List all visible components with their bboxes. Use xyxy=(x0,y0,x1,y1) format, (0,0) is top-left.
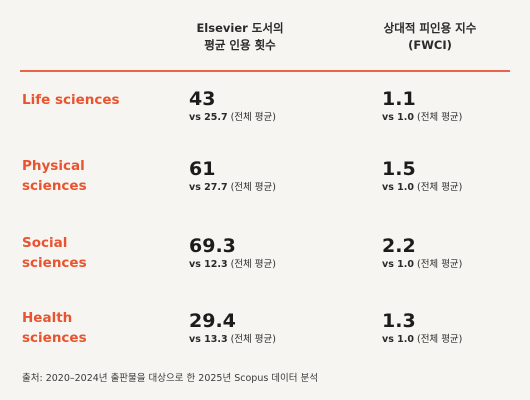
column-header-citations: Elsevier 도서의 평균 인용 횟수 xyxy=(175,20,305,54)
row-label-line1: Life sciences xyxy=(22,92,120,108)
average-note: (전체 평균) xyxy=(416,112,463,123)
fwci-cell: 1.5 vs 1.0 (전체 평균) xyxy=(382,158,462,194)
citations-value: 69.3 xyxy=(189,235,236,257)
source-note: 출처: 2020–2024년 출판물을 대상으로 한 2025년 Scopus … xyxy=(22,373,319,384)
citations-cell: 43 vs 25.7 (전체 평균) xyxy=(189,88,276,124)
average-note: (전체 평균) xyxy=(416,259,463,270)
column-header-citations-line1: Elsevier 도서의 xyxy=(196,21,284,35)
row-label: Health sciences xyxy=(22,308,142,348)
citations-average-value: vs 13.3 xyxy=(189,334,228,345)
row-label-line2: sciences xyxy=(22,178,87,194)
average-note: (전체 평균) xyxy=(416,334,463,345)
row-label-line1: Physical xyxy=(22,158,85,174)
row-label-line1: Health xyxy=(22,310,73,326)
average-note: (전체 평균) xyxy=(416,182,463,193)
citations-average-value: vs 25.7 xyxy=(189,112,228,123)
fwci-value: 1.5 xyxy=(382,158,416,180)
fwci-value: 1.3 xyxy=(382,310,416,332)
citations-value: 61 xyxy=(189,158,216,180)
fwci-average-value: vs 1.0 xyxy=(382,259,414,270)
fwci-average-value: vs 1.0 xyxy=(382,334,414,345)
column-header-citations-line2: 평균 인용 횟수 xyxy=(204,38,276,52)
citations-average: vs 12.3 (전체 평균) xyxy=(189,258,276,271)
column-header-fwci-line1: 상대적 피인용 지수 xyxy=(383,21,477,35)
average-note: (전체 평균) xyxy=(230,182,276,193)
row-label: Life sciences xyxy=(22,90,142,110)
citations-average-value: vs 12.3 xyxy=(189,259,228,270)
column-header-fwci-line2: (FWCI) xyxy=(408,38,452,52)
citations-average: vs 13.3 (전체 평균) xyxy=(189,333,276,346)
fwci-average-value: vs 1.0 xyxy=(382,182,414,193)
fwci-average-value: vs 1.0 xyxy=(382,112,414,123)
citations-average-value: vs 27.7 xyxy=(189,182,228,193)
fwci-cell: 2.2 vs 1.0 (전체 평균) xyxy=(382,235,462,271)
citations-average: vs 27.7 (전체 평균) xyxy=(189,181,276,194)
citations-value: 43 xyxy=(189,88,216,110)
citations-value: 29.4 xyxy=(189,310,236,332)
fwci-average: vs 1.0 (전체 평균) xyxy=(382,181,462,194)
fwci-average: vs 1.0 (전체 평균) xyxy=(382,333,462,346)
citations-cell: 61 vs 27.7 (전체 평균) xyxy=(189,158,276,194)
fwci-value: 2.2 xyxy=(382,235,416,257)
citations-cell: 69.3 vs 12.3 (전체 평균) xyxy=(189,235,276,271)
row-label: Physical sciences xyxy=(22,156,142,196)
fwci-value: 1.1 xyxy=(382,88,416,110)
average-note: (전체 평균) xyxy=(230,112,276,123)
fwci-cell: 1.3 vs 1.0 (전체 평균) xyxy=(382,310,462,346)
column-header-fwci: 상대적 피인용 지수 (FWCI) xyxy=(365,20,495,54)
header-divider xyxy=(20,70,510,72)
citations-cell: 29.4 vs 13.3 (전체 평균) xyxy=(189,310,276,346)
row-label-line2: sciences xyxy=(22,255,87,271)
citations-average: vs 25.7 (전체 평균) xyxy=(189,111,276,124)
fwci-cell: 1.1 vs 1.0 (전체 평균) xyxy=(382,88,462,124)
fwci-average: vs 1.0 (전체 평균) xyxy=(382,111,462,124)
fwci-average: vs 1.0 (전체 평균) xyxy=(382,258,462,271)
average-note: (전체 평균) xyxy=(230,334,276,345)
row-label: Social sciences xyxy=(22,233,142,273)
row-label-line2: sciences xyxy=(22,330,87,346)
average-note: (전체 평균) xyxy=(230,259,276,270)
row-label-line1: Social xyxy=(22,235,68,251)
